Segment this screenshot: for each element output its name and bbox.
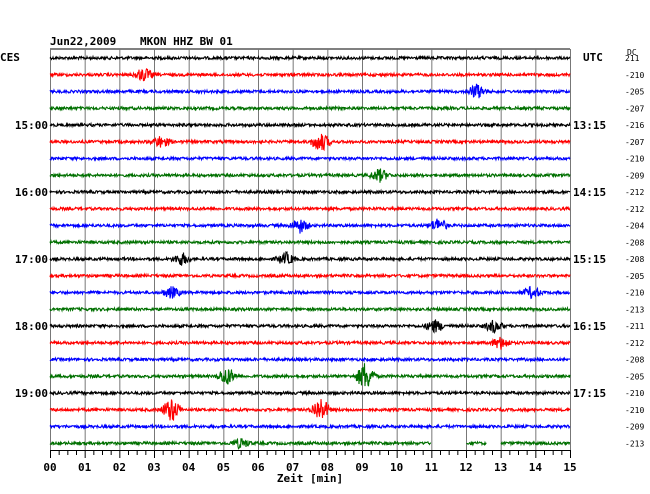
- dc-offset-value: -212: [625, 188, 644, 197]
- header: Jun22,2009 MKON HHZ BW 01 CES UTC: [0, 35, 603, 64]
- left-timezone-label: CES: [0, 51, 20, 64]
- dc-offset-value: -205: [625, 372, 644, 381]
- dc-offset-column: DC 211 -210 -205 -207 -216 -207 -210 -209 -212 -2…: [625, 48, 644, 448]
- trace-row-4: [49, 104, 571, 112]
- right-hour-label: 16:15: [573, 320, 606, 333]
- dc-offset-value: -209: [625, 171, 644, 180]
- trace-row-20: [49, 363, 571, 387]
- right-hour-label: 17:15: [573, 387, 606, 400]
- trace-row-13: [49, 250, 571, 266]
- x-tick-label: 12: [459, 461, 472, 474]
- x-tick-label: 03: [147, 461, 160, 474]
- left-hour-label: 15:00: [15, 119, 48, 132]
- trace-row-10: [49, 205, 571, 213]
- dc-offset-value: 211: [625, 54, 640, 63]
- station-label: MKON HHZ BW 01: [140, 35, 233, 48]
- trace-row-6: [49, 133, 571, 152]
- dc-offset-value: -210: [625, 406, 644, 415]
- left-hour-label: 16:00: [15, 186, 48, 199]
- dc-offset-value: -209: [625, 423, 644, 432]
- right-hour-label: 14:15: [573, 186, 606, 199]
- x-tick-label: 08: [321, 461, 334, 474]
- x-tick-label: 10: [390, 461, 403, 474]
- right-hour-label: 13:15: [573, 119, 606, 132]
- x-tick-label: 02: [113, 461, 126, 474]
- x-tick-label: 05: [217, 461, 230, 474]
- left-hour-label: 19:00: [15, 387, 48, 400]
- date-label: Jun22,2009: [50, 35, 116, 48]
- trace-row-18: [49, 336, 571, 350]
- left-hour-label: 17:00: [15, 253, 48, 266]
- dc-offset-value: -210: [625, 289, 644, 298]
- x-tick-label: 07: [286, 461, 299, 474]
- x-tick-label: 00: [43, 461, 56, 474]
- dc-offset-value: -208: [625, 356, 644, 365]
- dc-offset-value: -210: [625, 155, 644, 164]
- dc-offset-value: -208: [625, 238, 644, 247]
- trace-row-19: [49, 356, 571, 363]
- dc-offset-value: -205: [625, 272, 644, 281]
- time-axis: Zeit [min] 00 01 02 03 04 05 06 07 08 09 10 11 12 13 1…: [43, 450, 577, 485]
- trace-row-17: [49, 319, 571, 335]
- trace-row-21: [49, 389, 571, 397]
- x-tick-label: 04: [182, 461, 196, 474]
- dc-offset-value: -207: [625, 138, 644, 147]
- right-timezone-label: UTC: [583, 51, 603, 64]
- trace-row-7: [49, 155, 571, 162]
- trace-row-9: [49, 188, 571, 196]
- dc-offset-value: -216: [625, 121, 644, 130]
- x-tick-label: 15: [563, 461, 576, 474]
- trace-row-1: [49, 54, 571, 62]
- x-tick-label: 14: [529, 461, 543, 474]
- trace-row-8: [49, 168, 571, 183]
- grid-lines: [50, 48, 571, 450]
- dc-offset-value: -204: [625, 222, 644, 231]
- dc-header: DC: [627, 48, 637, 57]
- trace-rows: [49, 54, 571, 450]
- left-hour-label: 18:00: [15, 320, 48, 333]
- trace-row-14: [49, 272, 571, 280]
- trace-row-24: [49, 437, 571, 450]
- x-tick-label: 06: [251, 461, 265, 474]
- x-axis-label: Zeit [min]: [277, 472, 343, 485]
- dc-offset-value: -213: [625, 439, 644, 448]
- trace-row-15: [49, 285, 571, 300]
- dc-offset-value: -211: [625, 322, 644, 331]
- dc-offset-value: -205: [625, 88, 644, 97]
- trace-row-22: [49, 399, 571, 421]
- trace-row-11: [49, 218, 571, 234]
- trace-row-2: [49, 68, 571, 82]
- right-hour-label: 15:15: [573, 253, 606, 266]
- dc-offset-value: -210: [625, 389, 644, 398]
- x-tick-label: 01: [78, 461, 92, 474]
- trace-row-3: [49, 83, 571, 99]
- trace-row-12: [49, 238, 571, 246]
- dc-offset-value: -213: [625, 305, 644, 314]
- x-tick-label: 09: [355, 461, 368, 474]
- trace-row-23: [49, 422, 571, 430]
- trace-row-16: [49, 305, 571, 313]
- dc-offset-value: -212: [625, 205, 644, 214]
- dc-offset-value: -208: [625, 255, 644, 264]
- trace-row-5: [49, 121, 571, 129]
- dc-offset-value: -210: [625, 71, 644, 80]
- x-tick-label: 13: [494, 461, 507, 474]
- dc-offset-value: -207: [625, 104, 644, 113]
- hour-labels: 15:00 16:00 17:00 18:00 19:00 13:15 14:15 15:15…: [15, 119, 606, 400]
- x-tick-label: 11: [425, 461, 439, 474]
- dc-offset-value: -212: [625, 339, 644, 348]
